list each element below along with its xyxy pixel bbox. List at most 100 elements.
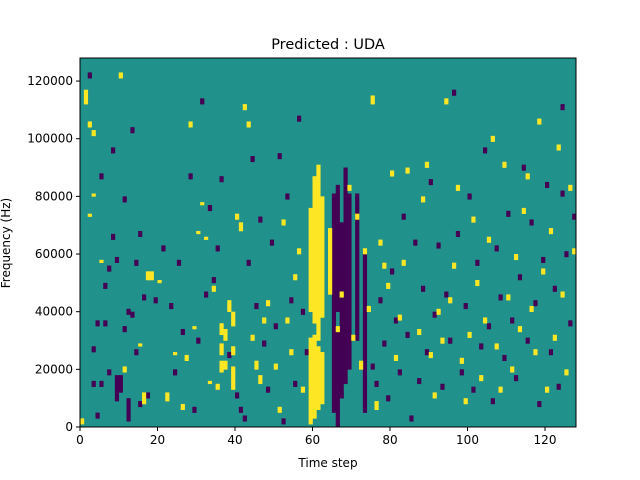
high-value-cell [320, 210, 325, 214]
high-value-cell [316, 222, 321, 226]
high-value-cell [312, 320, 317, 324]
high-value-cell [308, 274, 313, 278]
high-value-cell [308, 386, 313, 390]
high-value-cell [312, 236, 317, 240]
low-value-cell [173, 372, 178, 376]
high-value-cell [312, 383, 317, 387]
high-value-cell [328, 282, 333, 287]
high-value-cell [335, 328, 340, 333]
high-value-cell [281, 219, 286, 223]
high-value-cell [219, 328, 224, 333]
low-value-cell [339, 288, 344, 292]
high-value-cell [432, 395, 437, 399]
low-value-cell [393, 317, 399, 321]
low-value-cell [331, 337, 337, 341]
low-value-cell [335, 248, 340, 252]
low-value-cell [355, 279, 360, 284]
low-value-cell [339, 392, 344, 396]
low-value-cell [475, 259, 480, 263]
low-value-cell [138, 403, 143, 408]
low-value-cell [114, 389, 120, 393]
low-value-cell [331, 326, 337, 330]
low-value-cell [347, 343, 352, 347]
low-value-cell [130, 311, 135, 315]
low-value-cell [355, 337, 360, 341]
high-value-cell [483, 317, 488, 321]
low-value-cell [227, 352, 232, 356]
low-value-cell [339, 271, 344, 275]
high-value-cell [312, 415, 317, 419]
low-value-cell [331, 274, 337, 278]
low-value-cell [355, 268, 360, 272]
high-value-cell [320, 357, 325, 361]
low-value-cell [347, 239, 352, 243]
low-value-cell [525, 337, 530, 341]
high-value-cell [312, 389, 317, 393]
high-value-cell [552, 334, 557, 338]
x-tick-label: 20 [150, 433, 165, 447]
low-value-cell [355, 317, 360, 321]
low-value-cell [362, 340, 368, 344]
high-value-cell [417, 328, 422, 333]
high-value-cell [293, 274, 298, 278]
low-value-cell [444, 294, 449, 298]
low-value-cell [362, 256, 368, 261]
low-value-cell [289, 297, 294, 301]
low-value-cell [331, 245, 337, 249]
high-value-cell [316, 202, 321, 206]
low-value-cell [335, 337, 340, 341]
high-value-cell [312, 254, 317, 258]
high-value-cell [219, 349, 224, 353]
high-value-cell [316, 389, 321, 393]
low-value-cell [331, 199, 337, 203]
high-value-cell [316, 251, 321, 255]
low-value-cell [514, 377, 519, 382]
high-value-cell [436, 311, 441, 315]
low-value-cell [293, 380, 298, 385]
low-value-cell [246, 262, 251, 266]
low-value-cell [355, 254, 360, 258]
low-value-cell [374, 380, 379, 385]
high-value-cell [320, 271, 325, 275]
low-value-cell [285, 193, 290, 197]
low-value-cell [343, 216, 348, 220]
high-value-cell [308, 248, 313, 252]
low-value-cell [335, 366, 340, 370]
low-value-cell [335, 369, 340, 373]
high-value-cell [320, 375, 325, 379]
low-value-cell [339, 228, 344, 232]
low-value-cell [331, 271, 337, 275]
low-value-cell [502, 357, 507, 361]
y-tick-label: 0 [65, 420, 73, 434]
low-value-cell [362, 274, 368, 278]
low-value-cell [455, 233, 461, 238]
low-value-cell [362, 300, 368, 304]
low-value-cell [114, 380, 120, 385]
low-value-cell [355, 334, 360, 338]
high-value-cell [316, 213, 321, 217]
high-value-cell [320, 303, 325, 307]
high-value-cell [316, 199, 321, 203]
high-value-cell [390, 170, 395, 174]
high-value-cell [552, 337, 557, 341]
low-value-cell [428, 179, 433, 183]
high-value-cell [316, 173, 321, 177]
low-value-cell [335, 222, 340, 226]
low-value-cell [362, 401, 368, 405]
low-value-cell [347, 294, 352, 298]
low-value-cell [548, 352, 554, 356]
low-value-cell [343, 233, 348, 238]
low-value-cell [343, 352, 348, 356]
low-value-cell [246, 259, 251, 263]
low-value-cell [548, 349, 554, 353]
low-value-cell [339, 360, 344, 364]
high-value-cell [312, 340, 317, 344]
low-value-cell [362, 372, 368, 376]
high-value-cell [320, 199, 325, 203]
high-value-cell [320, 389, 325, 393]
low-value-cell [362, 395, 368, 399]
low-value-cell [347, 357, 352, 361]
low-value-cell [355, 236, 360, 240]
low-value-cell [335, 205, 340, 209]
low-value-cell [219, 176, 224, 180]
